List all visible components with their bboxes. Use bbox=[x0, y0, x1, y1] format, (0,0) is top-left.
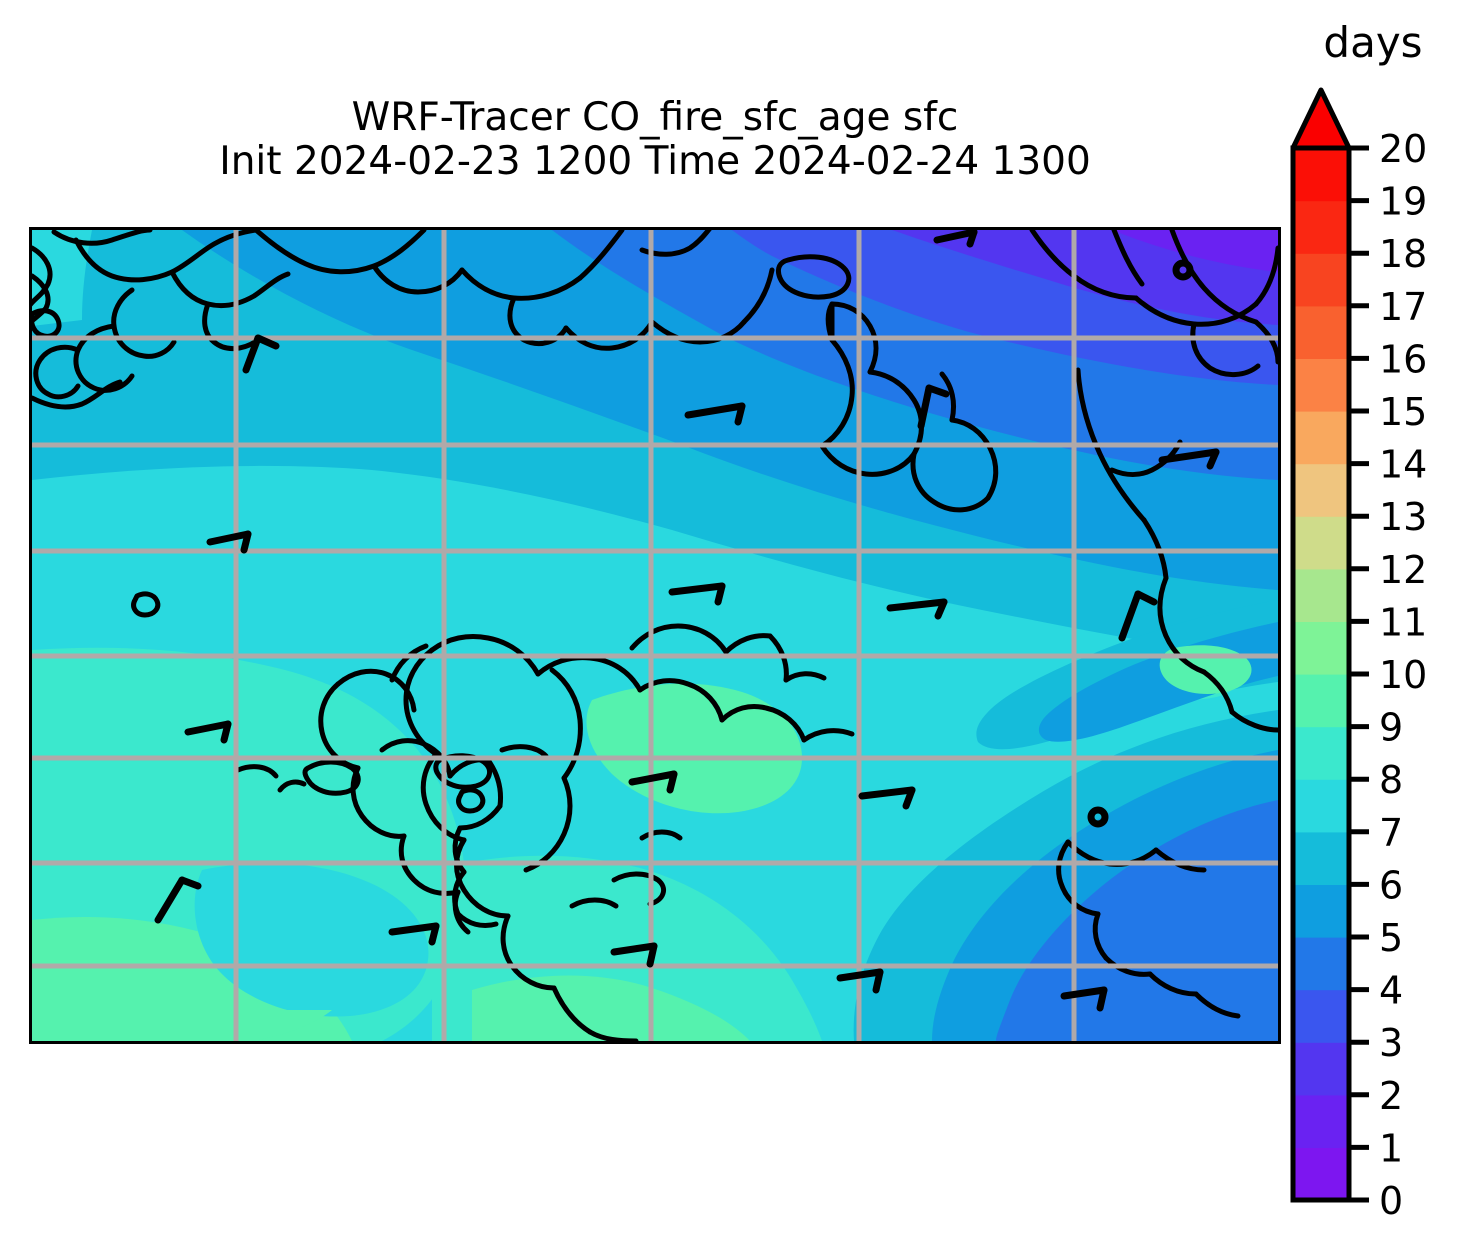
map-plot-area[interactable] bbox=[29, 227, 1281, 1044]
colorbar-tick-label: 18 bbox=[1379, 232, 1427, 276]
colorbar-band bbox=[1293, 305, 1349, 359]
colorbar-extend-arrow bbox=[1290, 87, 1352, 151]
colorbar-tick-label: 15 bbox=[1379, 390, 1427, 434]
colorbar-units-label: days bbox=[1323, 18, 1423, 67]
colorbar-band bbox=[1293, 516, 1349, 570]
colorbar-tick-label: 2 bbox=[1379, 1074, 1403, 1118]
colorbar-tick-label: 13 bbox=[1379, 495, 1427, 539]
colorbar-band bbox=[1293, 621, 1349, 675]
colorbar-bands bbox=[1290, 87, 1352, 1203]
wind-barb bbox=[154, 876, 202, 924]
wind-barb bbox=[836, 968, 884, 994]
title-line-2: Init 2024-02-23 1200 Time 2024-02-24 130… bbox=[219, 138, 1091, 184]
wind-barb bbox=[917, 384, 950, 430]
colorbar-band bbox=[1293, 779, 1349, 833]
wind-barb bbox=[242, 334, 280, 374]
colorbar-tick-label: 6 bbox=[1379, 863, 1403, 907]
colorbar-tick-label: 1 bbox=[1379, 1126, 1403, 1170]
colorbar-tick-label: 4 bbox=[1379, 969, 1403, 1013]
wind-barb bbox=[610, 942, 658, 968]
chart-title: WRF-Tracer CO_fire_sfc_age sfc Init 2024… bbox=[29, 96, 1281, 183]
wind-barb bbox=[628, 770, 678, 794]
colorbar-tick-label: 5 bbox=[1379, 916, 1403, 960]
colorbar-band bbox=[1293, 937, 1349, 991]
wind-barb bbox=[684, 402, 746, 426]
colorbar-tick-label: 8 bbox=[1379, 758, 1403, 802]
colorbar-band bbox=[1293, 989, 1349, 1043]
colorbar-tick-label: 17 bbox=[1379, 285, 1427, 329]
colorbar-band bbox=[1293, 200, 1349, 254]
colorbar-tick-label: 7 bbox=[1379, 811, 1403, 855]
colorbar-tick-label: 19 bbox=[1379, 180, 1427, 224]
colorbar-band bbox=[1293, 726, 1349, 780]
colorbar-band bbox=[1293, 1094, 1349, 1148]
wind-barb bbox=[933, 230, 978, 248]
colorbar-tick-label: 11 bbox=[1379, 600, 1427, 644]
colorbar[interactable]: days 0 1 2 3 4 5 6 7 8 9 10 11 12 13 14 15 16 17 18 19 20 bbox=[1284, 18, 1462, 1220]
colorbar-tick-label: 3 bbox=[1379, 1021, 1403, 1065]
colorbar-band bbox=[1293, 568, 1349, 622]
colorbar-tick-label: 16 bbox=[1379, 337, 1427, 381]
colorbar-tick-label: 14 bbox=[1379, 443, 1427, 487]
wind-barb-layer bbox=[154, 230, 1220, 1012]
wind-barb bbox=[1118, 590, 1158, 642]
colorbar-band bbox=[1293, 358, 1349, 412]
colorbar-band bbox=[1293, 1147, 1349, 1201]
colorbar-band bbox=[1293, 148, 1349, 202]
colorbar-band bbox=[1293, 884, 1349, 938]
lat-lon-grid bbox=[32, 230, 1278, 1041]
wind-barb bbox=[886, 598, 948, 620]
calm-wind-circle bbox=[1087, 806, 1109, 828]
colorbar-tick-label: 9 bbox=[1379, 706, 1403, 750]
colorbar-band bbox=[1293, 253, 1349, 307]
wind-barb bbox=[1060, 986, 1108, 1012]
wind-barb bbox=[206, 530, 252, 554]
colorbar-band bbox=[1293, 1042, 1349, 1096]
colorbar-tick-label: 20 bbox=[1379, 127, 1427, 171]
colorbar-tick-label: 10 bbox=[1379, 653, 1427, 697]
colorbar-tick-label: 0 bbox=[1379, 1179, 1403, 1220]
colorbar-tick-label: 12 bbox=[1379, 548, 1427, 592]
title-line-1: WRF-Tracer CO_fire_sfc_age sfc bbox=[351, 95, 959, 140]
wind-barb bbox=[668, 582, 726, 606]
wind-barb bbox=[858, 786, 916, 810]
calm-wind-circle bbox=[1172, 259, 1194, 281]
wind-barb bbox=[1158, 448, 1220, 470]
wind-barb bbox=[184, 720, 232, 744]
map-canvas bbox=[32, 230, 1278, 1041]
colorbar-band bbox=[1293, 463, 1349, 517]
colorbar-band bbox=[1293, 831, 1349, 885]
wind-barb bbox=[388, 922, 440, 946]
colorbar-band bbox=[1293, 674, 1349, 728]
colorbar-band bbox=[1293, 411, 1349, 465]
